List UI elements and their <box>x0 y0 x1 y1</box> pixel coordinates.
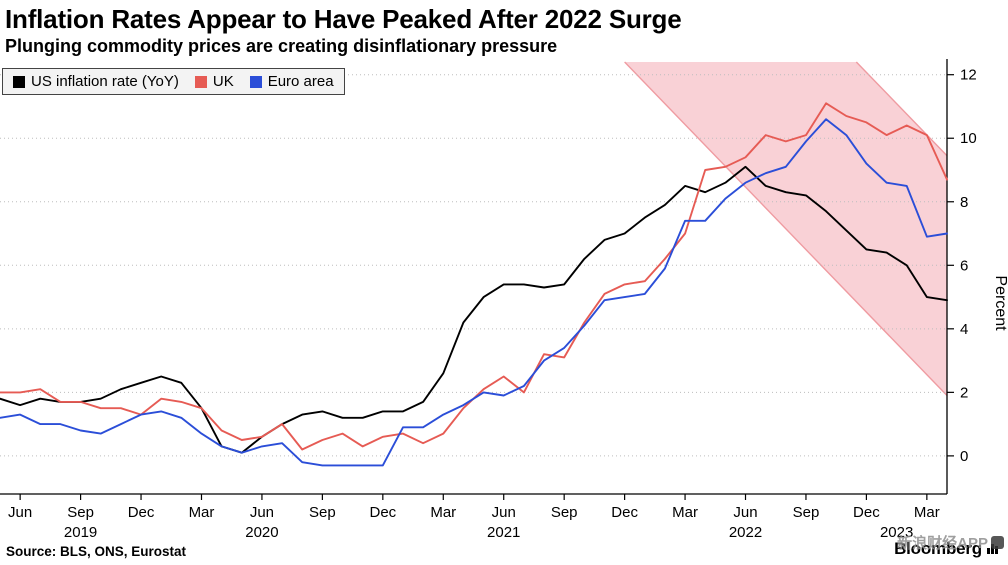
year-label: 2019 <box>64 524 97 539</box>
band-edge-line <box>855 61 948 157</box>
legend-label-euro: Euro area <box>267 73 334 90</box>
watermark-text: 新浪财经APP <box>897 535 988 552</box>
y-tick-label: 2 <box>960 384 968 401</box>
uk-series-swatch-icon <box>194 75 207 88</box>
chart-footer: Source: BLS, ONS, Eurostat Bloomberg 新浪财… <box>0 535 1008 565</box>
euro-series-swatch-icon <box>249 75 262 88</box>
y-tick-label: 12 <box>960 67 977 84</box>
y-tick-label: 0 <box>960 448 968 465</box>
legend-item-us: US inflation rate (YoY) <box>13 73 179 90</box>
source-note: Source: BLS, ONS, Eurostat <box>6 544 187 559</box>
x-tick-label: Mar <box>672 504 698 521</box>
page-subtitle: Plunging commodity prices are creating d… <box>5 36 558 56</box>
y-tick-label: 8 <box>960 194 968 211</box>
brand-area: Bloomberg <box>894 539 998 559</box>
y-axis-title: Percent <box>992 275 1008 331</box>
x-tick-label: Sep <box>551 504 578 521</box>
x-tick-label: Mar <box>430 504 456 521</box>
year-label: 2023 <box>880 524 913 539</box>
x-tick-label: Jun <box>492 504 516 521</box>
legend-item-uk: UK <box>194 73 234 90</box>
y-tick-label: 4 <box>960 321 968 338</box>
us-line <box>0 165 948 454</box>
chart-area: US inflation rate (YoY) UK Euro area 0 2 4… <box>0 59 1008 539</box>
chart-header: Inflation Rates Appear to Have Peaked Af… <box>0 0 1008 57</box>
sina-app-icon <box>991 536 1004 549</box>
sina-watermark: 新浪财经APP <box>897 532 1004 553</box>
bloomberg-logo: Bloomberg <box>894 539 982 558</box>
x-tick-label: Jun <box>8 504 32 521</box>
x-tick-label: Dec <box>128 504 155 521</box>
us-series-swatch-icon <box>13 75 25 88</box>
x-tick-label: Dec <box>369 504 396 521</box>
x-tick-label: Dec <box>611 504 638 521</box>
x-tick-label: Sep <box>67 504 94 521</box>
x-tick-label: Sep <box>793 504 820 521</box>
x-tick-label: Jun <box>733 504 757 521</box>
x-tick-label: Mar <box>189 504 215 521</box>
x-tick-label: Mar <box>914 504 940 521</box>
y-tick-label: 6 <box>960 257 968 274</box>
x-tick-label: Sep <box>309 504 336 521</box>
band-edge-line <box>624 61 948 397</box>
euro-line <box>0 118 948 467</box>
year-label: 2022 <box>729 524 762 539</box>
legend-label-us: US inflation rate (YoY) <box>31 73 179 90</box>
y-tick-label: 10 <box>960 130 977 147</box>
legend-item-euro: Euro area <box>249 73 334 90</box>
page-title: Inflation Rates Appear to Have Peaked Af… <box>5 4 682 34</box>
x-tick-label: Dec <box>853 504 880 521</box>
inflation-line-chart: 0 2 4 6 8 10 12 Jun Sep Dec Mar Jun Sep Dec Mar Jun Sep D… <box>0 59 1008 539</box>
year-label: 2020 <box>245 524 278 539</box>
year-label: 2021 <box>487 524 520 539</box>
legend-label-uk: UK <box>212 73 234 90</box>
chart-legend: US inflation rate (YoY) UK Euro area <box>2 68 345 95</box>
bar-chart-icon <box>987 544 998 554</box>
x-tick-label: Jun <box>250 504 274 521</box>
